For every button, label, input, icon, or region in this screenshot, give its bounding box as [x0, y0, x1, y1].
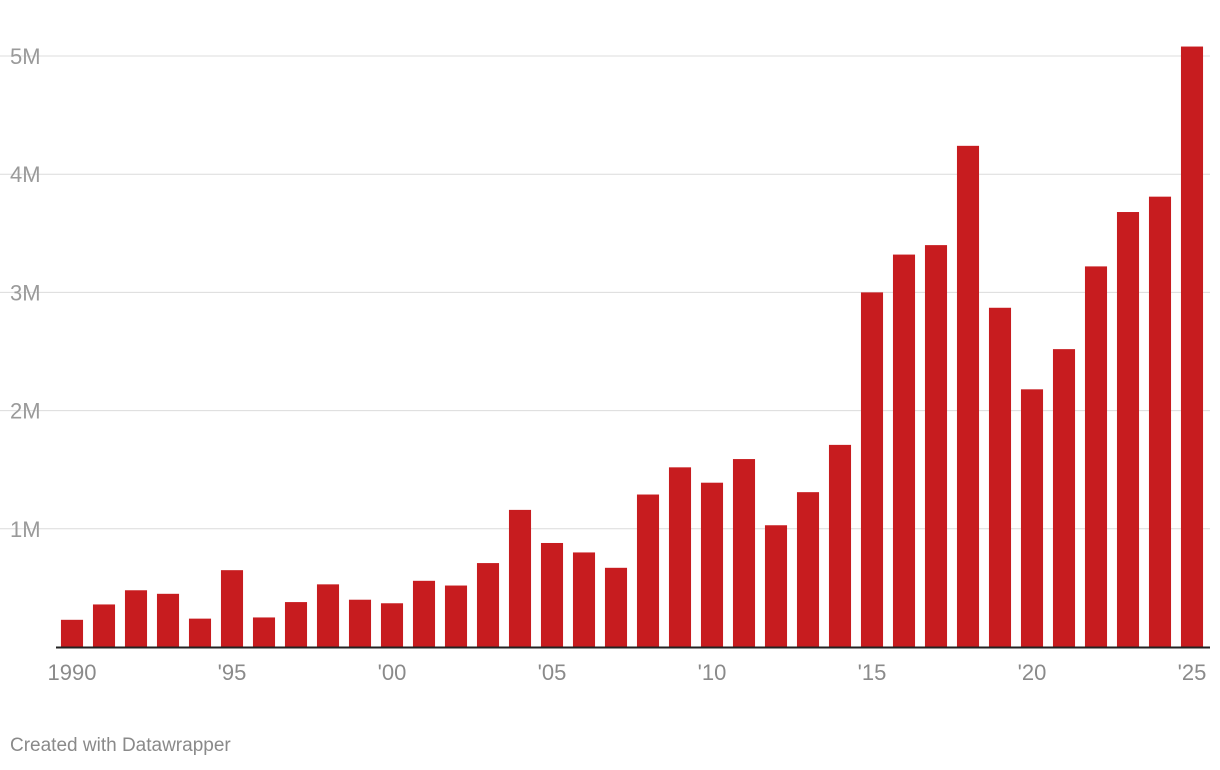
- bar-2006: [572, 552, 596, 647]
- bar-2008: [636, 494, 660, 647]
- bar-1996: [252, 617, 276, 647]
- bar-2005: [540, 542, 564, 647]
- bar-1995: [220, 570, 244, 647]
- bar-2012: [764, 525, 788, 647]
- x-tick-label: '20: [1018, 660, 1047, 685]
- bar-2024: [1148, 196, 1172, 647]
- bar-2018: [956, 145, 980, 647]
- x-tick-label: 1990: [48, 660, 97, 685]
- bar-2004: [508, 509, 532, 647]
- bar-chart: 1M 2M 3M 4M 5M 1990 '95 '00 '05 '10 '15 '20 '25: [0, 44, 1210, 685]
- bar-2020: [1020, 389, 1044, 647]
- x-tick-label: '10: [698, 660, 727, 685]
- y-tick-label: 2M: [10, 399, 41, 424]
- bar-1999: [348, 599, 372, 647]
- bar-2003: [476, 563, 500, 647]
- y-tick-label: 4M: [10, 162, 41, 187]
- bar-1991: [92, 604, 116, 647]
- bar-2007: [604, 567, 628, 647]
- bar-1994: [188, 618, 212, 647]
- bar-2013: [796, 492, 820, 647]
- bar-2015: [860, 292, 884, 647]
- bar-2001: [412, 580, 436, 647]
- bar-2021: [1052, 349, 1076, 647]
- bar-1997: [284, 602, 308, 647]
- bar-1993: [156, 593, 180, 647]
- x-tick-label: '00: [378, 660, 407, 685]
- credit-text: Created with Datawrapper: [10, 735, 231, 756]
- bar-2019: [988, 307, 1012, 647]
- x-tick-label: '95: [218, 660, 247, 685]
- bar-2000: [380, 603, 404, 647]
- bar-2023: [1116, 212, 1140, 648]
- bar-2010: [700, 482, 724, 647]
- bar-2014: [828, 444, 852, 647]
- y-tick-label: 3M: [10, 280, 41, 305]
- bar-2011: [732, 459, 756, 647]
- bars: [60, 46, 1204, 648]
- y-tick-label: 1M: [10, 517, 41, 542]
- x-tick-label: '05: [538, 660, 567, 685]
- y-tick-label: 5M: [10, 44, 41, 69]
- bar-1998: [316, 584, 340, 647]
- x-tick-label: '25: [1178, 660, 1207, 685]
- bar-1990: [60, 619, 84, 647]
- bar-2022: [1084, 266, 1108, 647]
- bar-2017: [924, 245, 948, 647]
- x-tick-label: '15: [858, 660, 887, 685]
- bar-1992: [124, 590, 148, 647]
- bar-2016: [892, 254, 916, 648]
- axes: 1M 2M 3M 4M 5M 1990 '95 '00 '05 '10 '15 '20 '25: [10, 44, 1210, 685]
- bar-2002: [444, 585, 468, 647]
- bar-2009: [668, 467, 692, 647]
- bar-2025: [1180, 46, 1204, 647]
